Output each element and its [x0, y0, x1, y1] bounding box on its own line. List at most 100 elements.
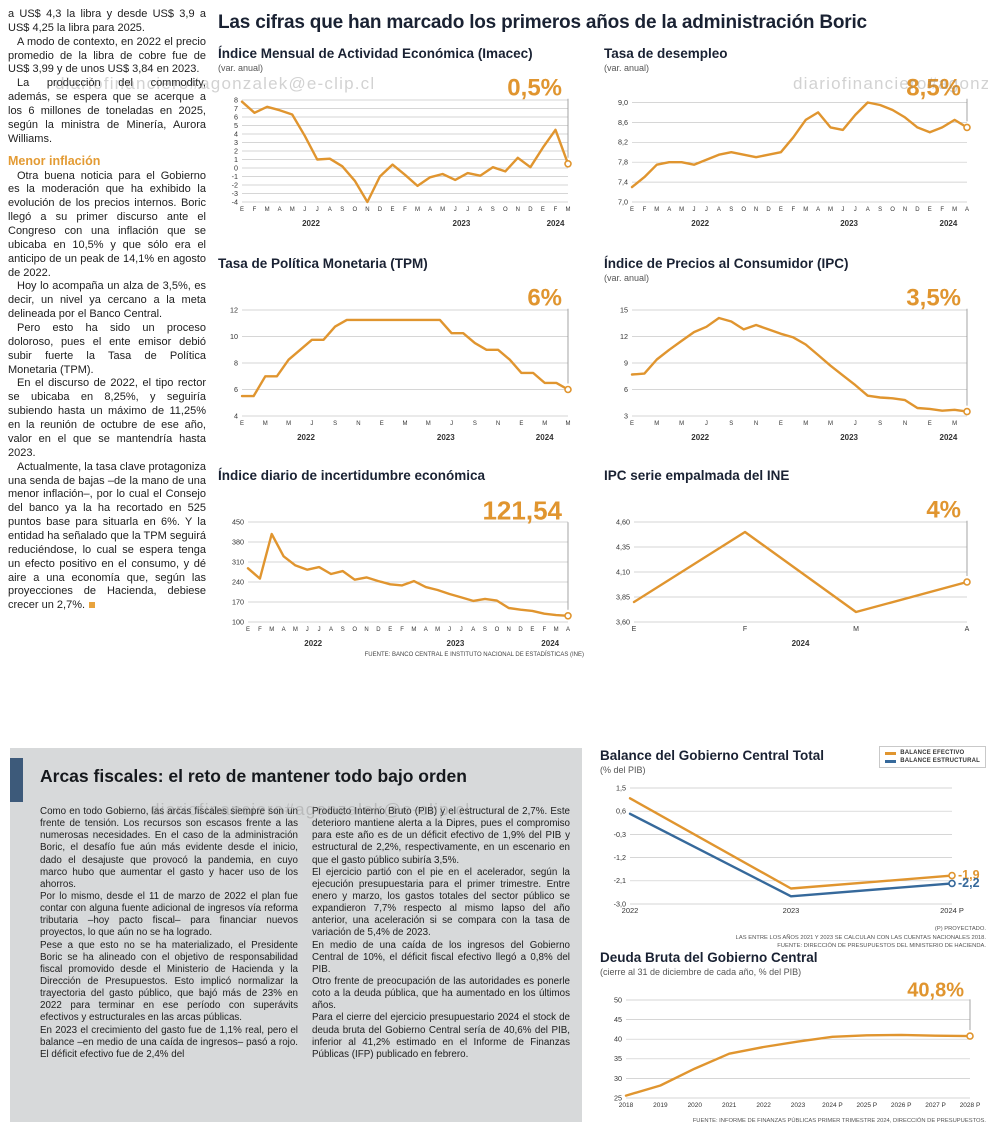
svg-text:M: M: [403, 421, 408, 427]
paragraph: Producto Interno Bruto (PIB) y el estruc…: [312, 806, 570, 866]
svg-text:F: F: [403, 207, 407, 213]
svg-text:450: 450: [232, 517, 244, 526]
svg-text:J: J: [705, 207, 708, 213]
svg-text:4,10: 4,10: [616, 567, 630, 576]
svg-text:E: E: [630, 421, 634, 427]
svg-text:2024: 2024: [940, 433, 958, 442]
svg-text:A: A: [471, 627, 475, 633]
svg-text:7,4: 7,4: [618, 177, 628, 186]
svg-text:E: E: [928, 421, 932, 427]
footnote: LAS ENTRE LOS AÑOS 2021 Y 2023 SE CALCUL…: [735, 934, 986, 941]
svg-text:F: F: [400, 627, 404, 633]
chart-subtitle: [604, 485, 983, 498]
svg-text:40,8%: 40,8%: [907, 980, 964, 1001]
chart-title: Tasa de desempleo: [604, 46, 728, 61]
article-paragraphs-inflation: Otra buena noticia para el Gobierno es l…: [8, 170, 206, 614]
svg-text:-0,3: -0,3: [614, 829, 626, 838]
svg-text:E: E: [388, 627, 392, 633]
svg-text:2023: 2023: [840, 219, 858, 228]
article-paragraphs-copper: a US$ 4,3 la libra y desde US$ 3,9 a US$…: [8, 8, 206, 147]
svg-text:M: M: [566, 207, 571, 213]
footnote: FUENTE: INFORME DE FINANZAS PÚBLICAS PRI…: [692, 1117, 986, 1124]
paragraph: A modo de contexto, en 2022 el precio pr…: [8, 35, 206, 76]
svg-text:F: F: [791, 207, 795, 213]
svg-text:7: 7: [234, 103, 238, 112]
svg-text:0,5%: 0,5%: [507, 76, 562, 102]
svg-text:A: A: [866, 207, 870, 213]
svg-text:35: 35: [614, 1054, 622, 1063]
chart-subtitle: (var. anual): [218, 62, 264, 73]
watermark-text: diariofinanciero#agonzalek@e-clip.cl: [55, 74, 376, 93]
svg-text:2023: 2023: [453, 219, 471, 228]
source-note: FUENTE: BANCO CENTRAL E INSTITUTO NACION…: [364, 651, 584, 658]
svg-text:2024 P: 2024 P: [940, 906, 964, 915]
svg-text:2023: 2023: [437, 433, 455, 442]
chart-title: Balance del Gobierno Central Total: [600, 748, 825, 763]
chart-title: Índice Mensual de Actividad Económica (I…: [218, 46, 533, 61]
svg-text:4,35: 4,35: [616, 542, 630, 551]
svg-text:240: 240: [232, 577, 244, 586]
svg-text:O: O: [352, 207, 357, 213]
paragraph: En medio de una caída de los ingresos de…: [312, 939, 570, 975]
svg-text:O: O: [890, 207, 895, 213]
svg-text:6: 6: [624, 384, 628, 393]
svg-text:2024 P: 2024 P: [822, 1102, 843, 1109]
svg-text:E: E: [240, 207, 244, 213]
paragraph: Como en todo Gobierno, las arcas fiscale…: [40, 806, 298, 890]
svg-text:M: M: [803, 207, 808, 213]
estructural-swatch: [885, 759, 897, 763]
svg-text:D: D: [766, 207, 771, 213]
svg-text:121,54: 121,54: [482, 498, 562, 525]
left-article-column: a US$ 4,3 la libra y desde US$ 3,9 a US$…: [8, 8, 206, 613]
svg-text:F: F: [743, 626, 747, 633]
svg-text:J: J: [693, 207, 696, 213]
svg-text:10: 10: [230, 331, 238, 340]
svg-text:-2: -2: [232, 180, 238, 189]
svg-text:7,0: 7,0: [618, 197, 628, 206]
svg-text:N: N: [364, 627, 368, 633]
chart-subtitle: (% del PIB): [600, 764, 646, 775]
svg-text:2022: 2022: [756, 1102, 771, 1109]
fiscal-panel: Arcas fiscales: el reto de mantener todo…: [10, 748, 582, 1122]
svg-text:J: J: [318, 627, 321, 633]
paragraph: Otro frente de preocupación de las autor…: [312, 975, 570, 1012]
svg-text:E: E: [541, 207, 545, 213]
svg-text:50: 50: [614, 995, 622, 1004]
svg-text:E: E: [928, 207, 932, 213]
svg-text:J: J: [841, 207, 844, 213]
svg-text:S: S: [729, 421, 733, 427]
svg-text:0,6: 0,6: [616, 806, 626, 815]
paragraph: En 2023 el crecimiento del gasto fue de …: [40, 1024, 298, 1060]
fiscal-column-1: Como en todo Gobierno, las arcas fiscale…: [40, 806, 298, 1061]
svg-text:M: M: [828, 207, 833, 213]
svg-text:2022: 2022: [691, 219, 709, 228]
paragraph: Otra buena noticia para el Gobierno es l…: [8, 169, 206, 279]
svg-text:6: 6: [234, 112, 238, 121]
svg-text:A: A: [328, 207, 332, 213]
paragraph: Por lo mismo, desde el 11 de marzo de 20…: [40, 890, 298, 939]
svg-text:A: A: [816, 207, 820, 213]
svg-text:E: E: [779, 421, 783, 427]
desempleo-line-chart: 9,08,68,27,87,47,0E F M A M J J A S O N D E F M A M J J A S O…: [618, 74, 971, 228]
svg-text:J: J: [448, 627, 451, 633]
svg-text:-4: -4: [232, 197, 238, 206]
svg-text:2: 2: [234, 146, 238, 155]
svg-text:2024: 2024: [940, 219, 958, 228]
svg-text:2022: 2022: [297, 433, 315, 442]
svg-text:M: M: [566, 421, 571, 427]
chart-ipc-empalmada: IPC serie empalmada del INE 4,60 4,35 4,10…: [604, 468, 983, 653]
svg-text:2020: 2020: [688, 1102, 703, 1109]
svg-text:M: M: [952, 421, 957, 427]
svg-text:M: M: [265, 207, 270, 213]
svg-text:E: E: [632, 626, 637, 633]
svg-text:E: E: [246, 627, 250, 633]
svg-text:2021: 2021: [722, 1102, 737, 1109]
paragraph: Pero esto ha sido un proceso doloroso, p…: [8, 322, 206, 376]
svg-text:2027 P: 2027 P: [925, 1102, 946, 1109]
svg-text:D: D: [376, 627, 381, 633]
svg-text:-2,1: -2,1: [614, 876, 626, 885]
